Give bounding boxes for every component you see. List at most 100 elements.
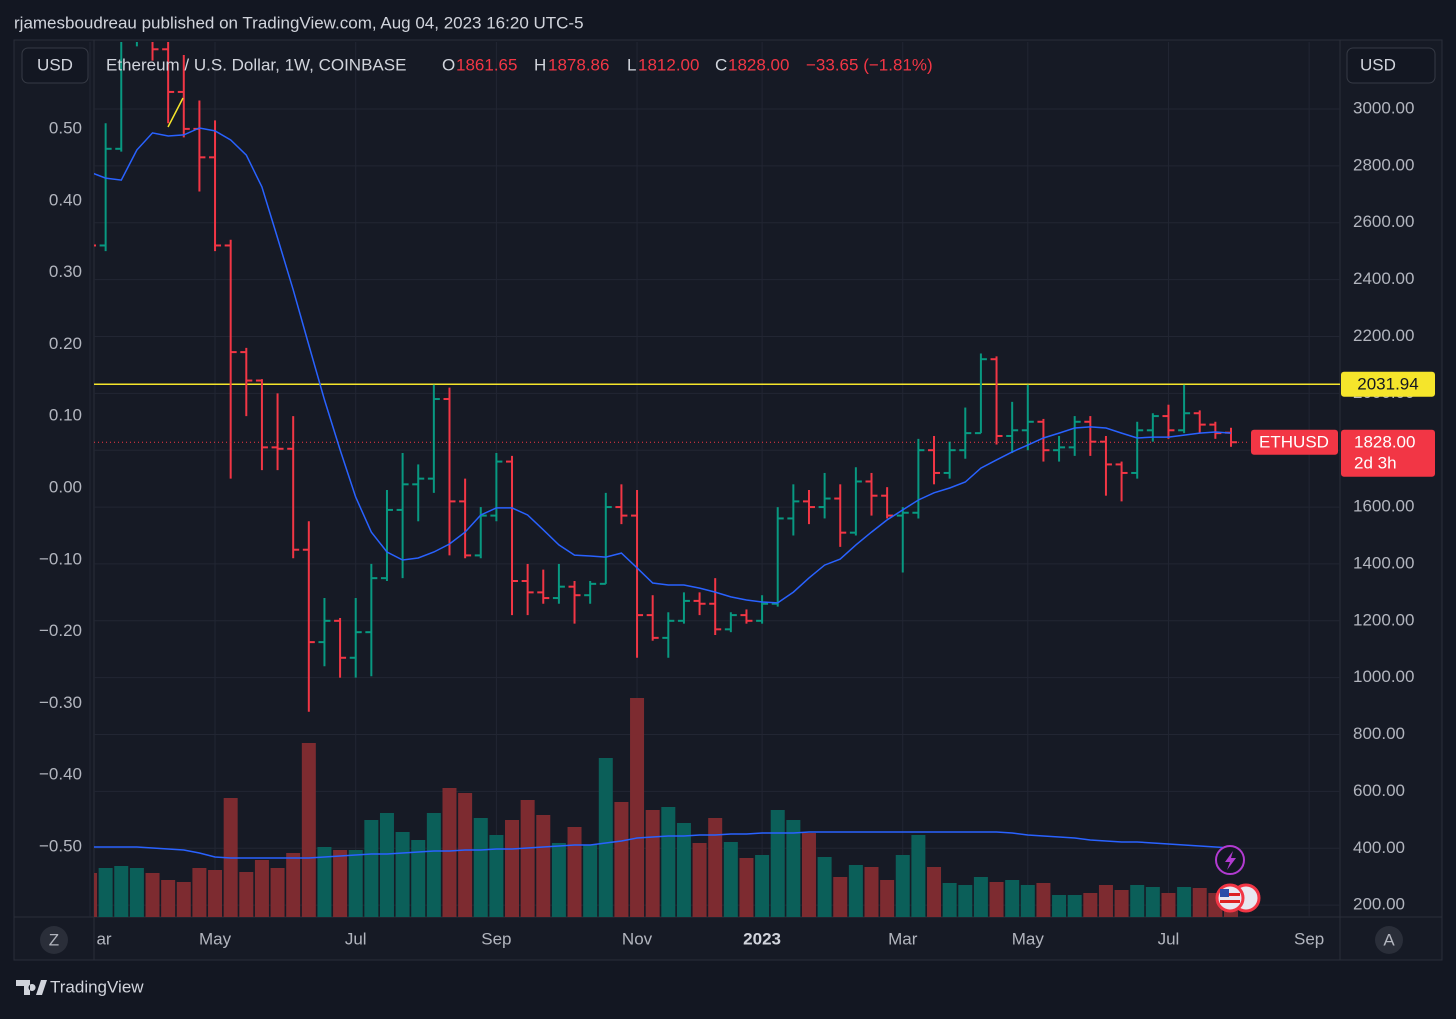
flag-canton [1220, 889, 1229, 897]
volume-bar [1067, 895, 1082, 917]
volume-bar [1098, 885, 1113, 917]
y-tick-label: 600.00 [1353, 781, 1405, 800]
drawing [167, 97, 184, 128]
legend-change: −33.65 (−1.81%) [806, 55, 933, 74]
volume-bar [1052, 895, 1067, 917]
volume-bar [1130, 885, 1145, 917]
volume-bar [770, 810, 785, 917]
y2-tick-label: 0.30 [49, 262, 82, 281]
x-tick-label: Mar [888, 929, 918, 948]
volume-bar [176, 882, 191, 917]
volume-bar [239, 872, 254, 917]
volume-bar [911, 835, 926, 917]
volume-bar [505, 820, 520, 917]
volume-bar [598, 758, 613, 917]
volume-bar [520, 800, 535, 917]
volume-bar [1114, 890, 1129, 917]
legend-h: 1878.86 [548, 55, 609, 74]
volume-bar [489, 835, 504, 917]
volume-bar [645, 810, 660, 917]
y-tick-label: 1600.00 [1353, 497, 1414, 516]
volume-bar [254, 860, 269, 917]
volume-bar [473, 818, 488, 917]
y-tick-label: 2600.00 [1353, 212, 1414, 231]
currency-right: USD [1360, 55, 1396, 74]
volume-bar [411, 840, 426, 917]
volume-ma-line [94, 831, 1232, 859]
ma-line [94, 127, 1232, 604]
volume-bar [786, 820, 801, 917]
y2-tick-label: −0.40 [39, 765, 82, 784]
volume-bar [708, 818, 723, 917]
x-tick-label: 2023 [743, 929, 781, 948]
y-tick-label: 400.00 [1353, 838, 1405, 857]
volume-bar [755, 855, 770, 917]
y2-tick-label: −0.10 [39, 549, 82, 568]
countdown-label: 2d 3h [1354, 454, 1397, 473]
volume-bar [942, 883, 957, 917]
volume-bar [630, 698, 645, 917]
legend-c: 1828.00 [728, 55, 789, 74]
volume-bar [458, 793, 473, 917]
volume-bar [98, 868, 113, 917]
event-icon [1215, 883, 1245, 913]
price-label-bg [1341, 429, 1435, 477]
volume-bar [817, 857, 832, 917]
volume-bar [426, 813, 441, 917]
volume-bar [395, 832, 410, 917]
scale-button [1375, 926, 1403, 954]
scale-button-label: A [1383, 930, 1395, 949]
volume-bar [192, 868, 207, 917]
y-tick-label: 2400.00 [1353, 269, 1414, 288]
x-tick-label: Jul [1158, 929, 1180, 948]
volume-bar [614, 802, 629, 917]
volume-bar [1145, 887, 1160, 917]
y-tick-label: 2200.00 [1353, 326, 1414, 345]
volume-bar [958, 885, 973, 917]
y2-tick-label: 0.10 [49, 406, 82, 425]
volume-bar [270, 868, 285, 917]
plot-area [94, 42, 1340, 917]
flag-stripe [1220, 900, 1240, 903]
currency-button [1346, 47, 1436, 84]
volume-bar [1177, 887, 1192, 917]
volume-bar [1036, 883, 1051, 917]
x-tick-label: Jul [345, 929, 367, 948]
volume-bar [1005, 880, 1020, 917]
x-tick-label: May [1012, 929, 1045, 948]
y2-tick-label: −0.20 [39, 621, 82, 640]
volume-bar [317, 847, 332, 917]
legend-c-label: C [715, 55, 727, 74]
volume-bar [973, 877, 988, 917]
event-icon-bolt [1225, 851, 1236, 870]
volume-bar [567, 827, 582, 917]
legend-l-label: L [627, 55, 636, 74]
y2-tick-label: 0.50 [49, 119, 82, 138]
y2-tick-label: −0.50 [39, 836, 82, 855]
volume-bar [94, 873, 97, 917]
volume-bar [864, 867, 879, 917]
volume-bar [739, 858, 754, 917]
footer-brand: TradingView [50, 977, 144, 996]
legend-h-label: H [534, 55, 546, 74]
volume-bar [551, 843, 566, 917]
volume-bar [1083, 893, 1098, 917]
volume-bar [989, 882, 1004, 917]
volume-bar [692, 843, 707, 917]
volume-bar [1192, 888, 1207, 917]
y-tick-label: 200.00 [1353, 895, 1405, 914]
y-tick-label: 800.00 [1353, 724, 1405, 743]
legend-symbol: Ethereum / U.S. Dollar, 1W, COINBASE [106, 55, 406, 74]
scale-button [40, 926, 68, 954]
volume-bar [723, 842, 738, 917]
y-tick-label: 3000.00 [1353, 98, 1414, 117]
y2-tick-label: 0.40 [49, 190, 82, 209]
volume-bar [129, 868, 144, 917]
volume-bar [348, 850, 363, 917]
flag-stripe [1220, 893, 1240, 896]
volume-bar [833, 877, 848, 917]
volume-bar [114, 866, 129, 917]
scale-button-label: Z [49, 930, 59, 949]
symbol-label: ETHUSD [1259, 433, 1329, 452]
volume-bar [333, 850, 348, 917]
